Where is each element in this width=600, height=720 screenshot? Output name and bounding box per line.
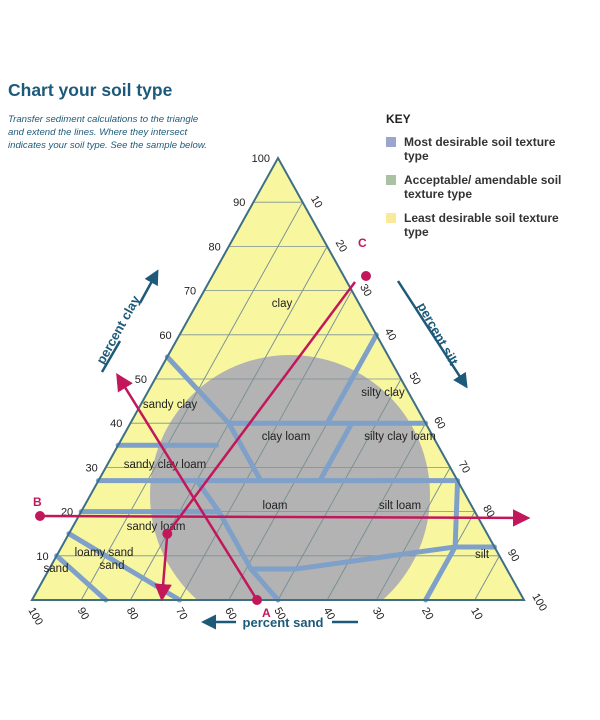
silt-direction-arrow — [396, 280, 468, 389]
region-sandy-clay-loam: sandy clay loam — [124, 459, 206, 471]
grid-line-silt-60 — [326, 423, 426, 601]
silt-tick-label: 10 — [308, 194, 325, 211]
silt-tick-label: 80 — [480, 503, 497, 520]
most-desirable-swatch — [386, 137, 396, 147]
key-label-least-desirable: Least desirable soil texture type — [404, 211, 559, 239]
silt-tick-label: 60 — [431, 415, 448, 432]
sand-tick-label: 100 — [25, 606, 45, 628]
sand-tick-label: 80 — [124, 606, 141, 623]
sample-point-c-dot — [361, 271, 371, 281]
region-silty-clay: silty clay — [361, 387, 405, 399]
key-item-least-desirable: Least desirable soil texture type — [386, 211, 566, 239]
sand-tick-label: 50 — [271, 606, 288, 623]
region-loamy-sand: loamy sand — [75, 547, 134, 559]
sample-line-c-extension — [154, 533, 172, 602]
key-legend: KEY Most desirable soil texture type Acc… — [386, 112, 566, 249]
grid-line-sand-10 — [80, 202, 303, 601]
acceptable-swatch — [386, 175, 396, 185]
clay-tick-label: 40 — [110, 418, 122, 430]
sample-line-a — [116, 373, 259, 601]
clay-tick-label: 80 — [209, 241, 221, 253]
sand-tick-label: 20 — [419, 606, 436, 623]
sample-lines — [39, 281, 531, 602]
clay-tick-label: 90 — [233, 197, 245, 209]
region-clay-loam: clay loam — [262, 431, 311, 443]
instructions-text: Transfer sediment calculations to the tr… — [8, 114, 207, 151]
key-label-most-desirable: Most desirable soil texture type — [404, 135, 556, 163]
key-item-most-desirable: Most desirable soil texture type — [386, 135, 566, 163]
region-silt-loam: silt loam — [379, 500, 421, 512]
region-sandy-clay: sandy clay — [143, 399, 198, 411]
silt-tick-label: 30 — [357, 282, 374, 299]
page-title: Chart your soil type — [8, 80, 173, 100]
region-sand: sand — [44, 563, 69, 575]
silt-tick-label: 50 — [406, 371, 423, 388]
texture-boundary-17 — [54, 553, 109, 603]
region-labels: clay silty clay sandy clay clay loam sil… — [44, 298, 490, 575]
region-clay: clay — [272, 298, 293, 310]
sand-tick-label: 10 — [468, 606, 485, 623]
sample-line-c — [166, 281, 357, 535]
texture-boundary-13 — [423, 544, 458, 603]
sample-intersection-dot — [162, 528, 173, 539]
silt-tick-label: 20 — [333, 238, 350, 255]
texture-boundary-7 — [194, 478, 222, 515]
region-loam: loam — [263, 500, 288, 512]
clay-tick-label: 100 — [252, 153, 270, 165]
texture-boundary-12 — [292, 544, 458, 572]
sand-tick-label: 40 — [321, 606, 338, 623]
silt-tick-label: 40 — [382, 326, 399, 343]
sample-point-a-dot — [252, 595, 262, 605]
grid-line-silt-70 — [376, 467, 451, 601]
clay-direction-arrow — [138, 269, 159, 304]
silt-axis-label: percent silt — [415, 300, 462, 369]
texture-boundary-15 — [452, 478, 461, 550]
sample-label-b: B — [33, 495, 42, 509]
texture-boundary-9 — [216, 509, 254, 572]
region-loamy-sand-line2: sand — [100, 560, 125, 572]
sand-tick-label: 70 — [173, 606, 190, 623]
least-desirable-swatch — [386, 213, 396, 223]
clay-tick-label: 50 — [135, 374, 147, 386]
sample-label-a: A — [262, 606, 271, 620]
clay-direction-tail — [100, 340, 122, 373]
sample-label-c: C — [358, 236, 367, 250]
texture-boundary-10 — [248, 566, 281, 603]
axis-ticks: 10 20 30 40 50 60 70 80 90 100 10 20 30 40 50 60 70 80 90 1… — [25, 153, 549, 627]
sand-tick-label: 90 — [75, 606, 92, 623]
key-label-acceptable: Acceptable/ amendable soil texture type — [404, 173, 562, 201]
sample-line-b — [39, 509, 531, 527]
texture-boundary-6 — [317, 420, 355, 484]
silt-tick-label: 90 — [505, 547, 522, 564]
key-item-acceptable: Acceptable/ amendable soil texture type — [386, 173, 566, 201]
texture-boundary-0 — [164, 354, 232, 426]
clay-axis-label: percent clay — [93, 292, 143, 366]
region-silty-clay-loam: silty clay loam — [364, 431, 436, 443]
silt-tick-label: 100 — [529, 592, 549, 614]
region-silt: silt — [475, 549, 490, 561]
texture-boundaries — [54, 332, 497, 603]
clay-tick-label: 70 — [184, 286, 196, 298]
triangle-outline — [30, 155, 526, 601]
sand-tick-label: 30 — [370, 606, 387, 623]
sample-point-b-dot — [35, 511, 45, 521]
clay-tick-label: 30 — [86, 462, 98, 474]
grid-line-sand-30 — [179, 290, 353, 601]
key-title: KEY — [386, 112, 411, 126]
texture-boundary-2 — [324, 332, 379, 426]
texture-boundary-3 — [226, 420, 264, 484]
clay-tick-label: 10 — [36, 551, 48, 563]
silt-tick-label: 70 — [456, 459, 473, 476]
grid-line-silt-90 — [474, 555, 500, 601]
grid-line-sand-50 — [277, 378, 402, 601]
sand-tick-label: 60 — [222, 606, 239, 623]
clay-tick-label: 60 — [159, 330, 171, 342]
sand-axis-label: percent sand — [243, 615, 324, 630]
